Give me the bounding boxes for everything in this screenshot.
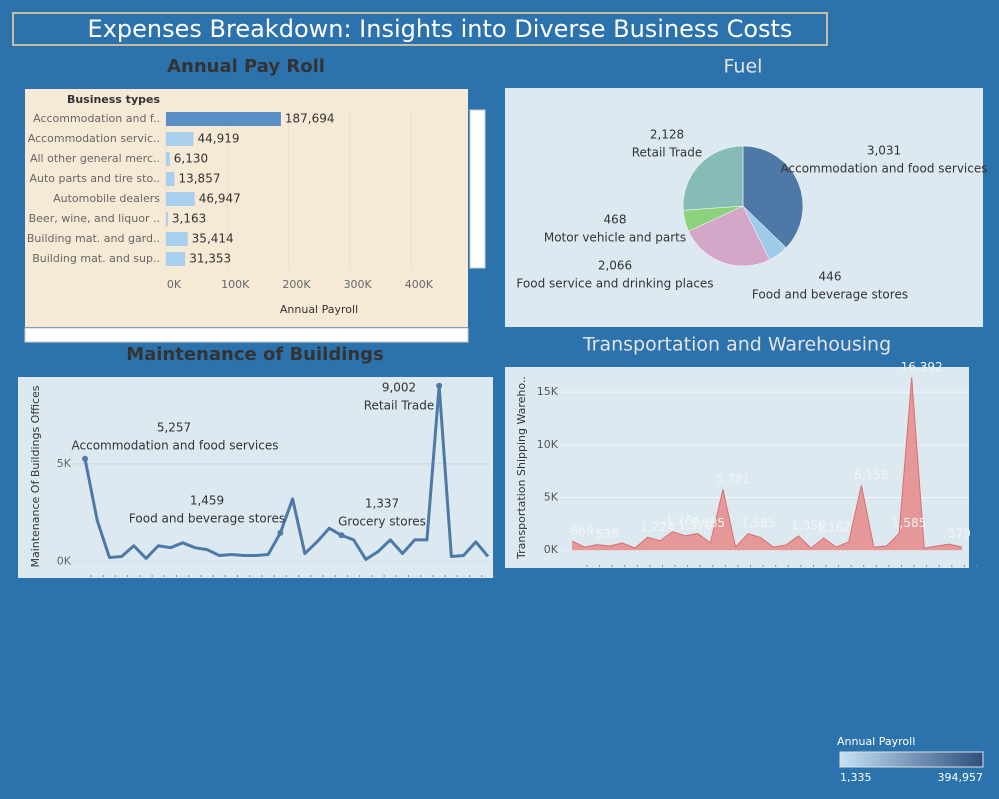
category-header: Business types xyxy=(67,93,161,106)
bar xyxy=(166,112,281,126)
dashboard-title: Expenses Breakdown: Insights into Divers… xyxy=(88,15,793,43)
x-tick-label: 400K xyxy=(405,278,434,291)
chart-title: Transportation and Warehousing xyxy=(582,334,891,356)
value-label: 5,781 xyxy=(716,472,750,486)
legend-gradient xyxy=(839,751,984,768)
y-tick-label: 15K xyxy=(537,385,559,398)
value-label: 468 xyxy=(604,213,627,227)
value-label: 44,919 xyxy=(198,132,240,146)
y-tick-label: All other general merc.. xyxy=(30,152,160,165)
panel xyxy=(505,367,969,568)
area xyxy=(572,377,962,551)
value-label: 1,585 xyxy=(691,516,725,530)
point-label: Retail Trade xyxy=(364,399,435,413)
point-label: Grocery stores xyxy=(338,515,426,529)
line xyxy=(83,384,490,561)
slice-label: Retail Trade xyxy=(632,146,703,160)
value-label: 9,002 xyxy=(382,381,416,395)
scrollbar xyxy=(469,109,486,269)
bar xyxy=(166,172,175,186)
chart-title: Annual Pay Roll xyxy=(167,56,325,77)
chart-title: Maintenance of Buildings xyxy=(126,344,384,365)
chart-title: Fuel xyxy=(724,56,763,78)
value-label: 579 xyxy=(948,527,971,541)
value-label: 2,128 xyxy=(650,128,684,142)
y-tick-label: Building mat. and gard.. xyxy=(27,232,160,245)
value-label: 187,694 xyxy=(285,112,335,126)
point xyxy=(338,532,345,539)
title-box xyxy=(12,12,828,46)
legend-title: Annual Payroll xyxy=(837,735,915,748)
slice-label: Food and beverage stores xyxy=(752,288,908,302)
value-label: 46,947 xyxy=(199,192,241,206)
point xyxy=(82,455,88,462)
y-axis-label: Transportation Shipping Wareho.. xyxy=(515,376,528,560)
pie-slice xyxy=(742,145,804,249)
value-label: 1,224 xyxy=(640,520,674,534)
point xyxy=(436,382,443,389)
x-tick-label: 300K xyxy=(344,278,373,291)
scrollbar xyxy=(24,327,469,343)
legend-max: 394,957 xyxy=(938,771,984,784)
y-tick-label: 0K xyxy=(544,543,559,556)
y-tick-label: Accommodation and f.. xyxy=(33,112,160,125)
slice-label: Food service and drinking places xyxy=(516,277,713,291)
value-label: 1,359 xyxy=(791,518,825,532)
bar xyxy=(166,252,186,266)
legend-min: 1,335 xyxy=(840,771,872,784)
value-label: 1,459 xyxy=(190,494,224,508)
y-tick-label: Auto parts and tire sto.. xyxy=(29,172,160,185)
panel xyxy=(18,377,493,578)
value-label: 1,764 xyxy=(665,514,699,528)
value-label: 446 xyxy=(819,270,842,284)
pie-slice xyxy=(682,145,744,211)
x-tick-label: 0K xyxy=(167,278,182,291)
value-label: 1,585 xyxy=(892,516,926,530)
y-tick-label: Building mat. and sup.. xyxy=(32,252,160,265)
y-tick-label: 5K xyxy=(544,491,559,504)
y-tick-label: 5K xyxy=(57,457,72,470)
area-line xyxy=(571,377,963,549)
value-label: 16,392 xyxy=(901,360,943,374)
bar xyxy=(166,212,168,226)
value-label: 3,031 xyxy=(867,144,901,158)
value-label: 5,257 xyxy=(157,421,191,435)
y-tick-label: 0K xyxy=(57,554,72,567)
slice-label: Motor vehicle and parts xyxy=(544,231,686,245)
bar xyxy=(166,152,170,166)
panel xyxy=(25,89,468,327)
y-axis-label: Maintenance Of Buildings Offices xyxy=(29,385,42,567)
y-tick-label: Accommodation servic.. xyxy=(28,132,160,145)
y-tick-label: Automobile dealers xyxy=(53,192,160,205)
value-label: 1,162 xyxy=(816,520,850,534)
point xyxy=(277,529,284,536)
value-label: 1,370 xyxy=(678,518,712,532)
value-label: 3,163 xyxy=(172,212,206,226)
value-label: 13,857 xyxy=(178,172,220,186)
value-label: 6,158 xyxy=(854,468,888,482)
x-tick-label: 100K xyxy=(221,278,250,291)
value-label: 31,353 xyxy=(189,252,231,266)
slice-label: Accommodation and food services xyxy=(781,162,988,176)
pie-slice xyxy=(688,205,770,267)
value-label: 1,337 xyxy=(365,497,399,511)
value-label: 1,585 xyxy=(741,516,775,530)
y-tick-label: Beer, wine, and liquor .. xyxy=(29,212,160,225)
bar xyxy=(166,132,194,146)
y-tick-label: 10K xyxy=(537,438,559,451)
value-label: 2,066 xyxy=(598,259,632,273)
bar xyxy=(166,232,188,246)
value-label: 538 xyxy=(596,527,619,541)
value-label: 6,130 xyxy=(174,152,208,166)
value-label: 869 xyxy=(571,524,594,538)
bar xyxy=(166,192,195,206)
point-label: Food and beverage stores xyxy=(129,512,285,526)
value-label: 35,414 xyxy=(192,232,234,246)
point-label: Accommodation and food services xyxy=(72,439,279,453)
x-axis-label: Annual Payroll xyxy=(280,303,358,316)
x-tick-label: 200K xyxy=(282,278,311,291)
